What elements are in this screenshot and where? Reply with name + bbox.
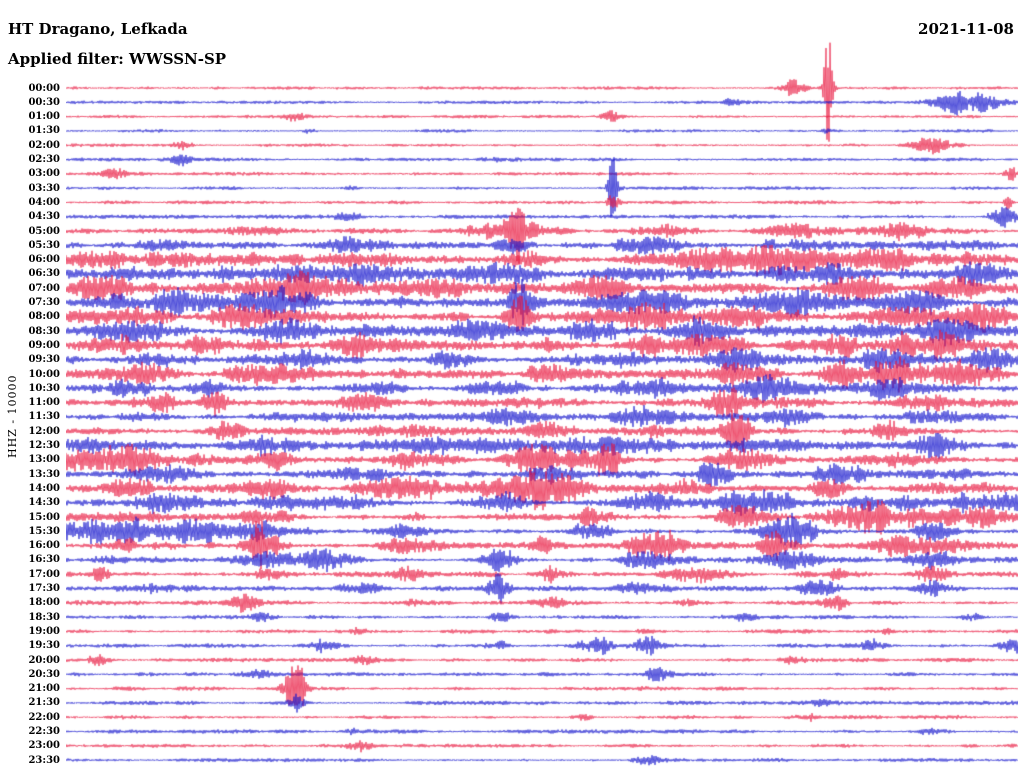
time-label: 04:30 [28, 211, 60, 223]
time-label: 02:00 [28, 139, 60, 151]
time-label: 07:30 [28, 297, 60, 308]
time-label: 12:30 [28, 440, 60, 451]
time-label: 00:00 [28, 82, 60, 94]
time-label: 11:00 [28, 397, 60, 409]
time-labels: 00:00 00:30 01:00 01:30 02:00 02:30 03:00 03:30… [0, 0, 62, 780]
time-label: 13:30 [28, 468, 60, 480]
time-label: 10:00 [28, 368, 60, 380]
time-label: 15:30 [28, 525, 60, 537]
time-label: 03:30 [28, 182, 60, 194]
seismogram-canvas [66, 30, 1018, 772]
time-label: 11:30 [28, 411, 60, 423]
time-label: 19:30 [28, 640, 60, 652]
time-label: 20:30 [28, 668, 60, 680]
time-label: 05:30 [28, 239, 60, 251]
time-label: 04:00 [28, 196, 60, 208]
time-label: 03:00 [28, 168, 60, 180]
time-label: 17:30 [28, 583, 60, 594]
time-label: 15:00 [28, 511, 60, 523]
time-label: 19:00 [28, 625, 60, 637]
time-label: 09:00 [28, 339, 60, 351]
time-label: 21:30 [28, 697, 60, 709]
time-label: 10:30 [28, 382, 60, 394]
time-label: 06:00 [28, 254, 60, 266]
time-label: 00:30 [28, 96, 60, 108]
time-label: 21:00 [28, 683, 60, 695]
time-label: 18:30 [28, 611, 60, 623]
time-label: 14:30 [28, 497, 60, 509]
time-label: 13:00 [28, 454, 60, 466]
time-label: 07:00 [28, 282, 60, 294]
time-label: 23:00 [28, 740, 60, 752]
time-label: 16:30 [28, 554, 60, 566]
time-label: 12:00 [28, 425, 60, 437]
time-label: 17:00 [28, 568, 60, 580]
time-label: 08:00 [28, 311, 60, 323]
time-label: 05:00 [28, 225, 60, 237]
time-label: 22:30 [28, 726, 60, 737]
time-label: 14:00 [28, 482, 60, 494]
time-label: 01:30 [28, 125, 60, 137]
time-label: 08:30 [28, 325, 60, 337]
time-label: 18:00 [28, 597, 60, 609]
time-label: 16:00 [28, 540, 60, 552]
time-label: 09:30 [28, 354, 60, 366]
time-label: 23:30 [28, 754, 60, 766]
time-label: 06:30 [28, 268, 60, 280]
time-label: 20:00 [28, 654, 60, 666]
time-label: 01:00 [28, 111, 60, 123]
time-label: 22:00 [28, 711, 60, 723]
time-label: 02:30 [28, 154, 60, 165]
